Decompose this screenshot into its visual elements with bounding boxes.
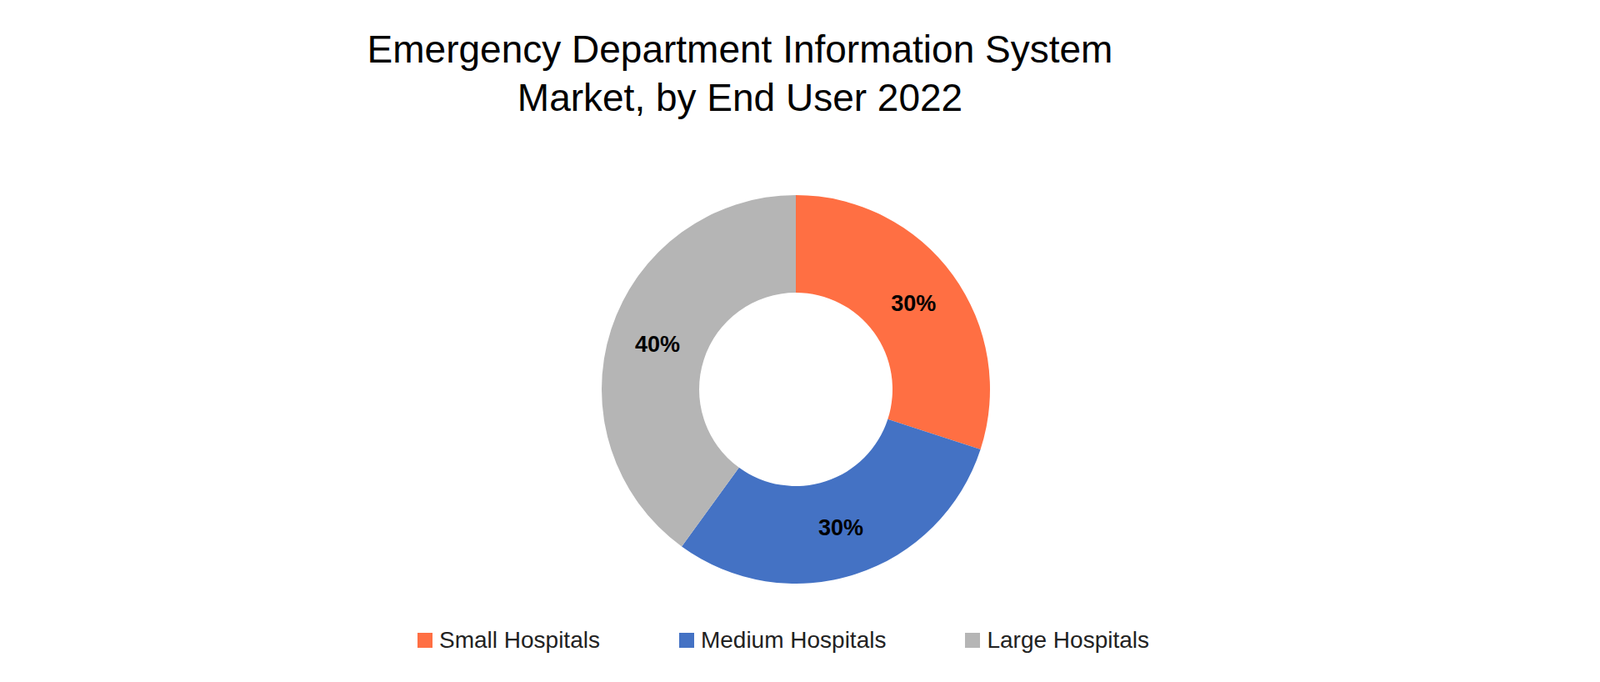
html-text:Large Hospitals: Large Hospitals xyxy=(987,626,1150,653)
html-text:Medium Hospitals: Medium Hospitals xyxy=(700,626,887,653)
svg-text:30%: 30% xyxy=(890,290,936,316)
html-text:Emergency Department Informati: Emergency Department Information System … xyxy=(367,27,1113,120)
html-text:Small Hospitals: Small Hospitals xyxy=(439,626,600,653)
svg-text:40%: 40% xyxy=(635,331,680,357)
svg-text:30%: 30% xyxy=(818,515,864,540)
